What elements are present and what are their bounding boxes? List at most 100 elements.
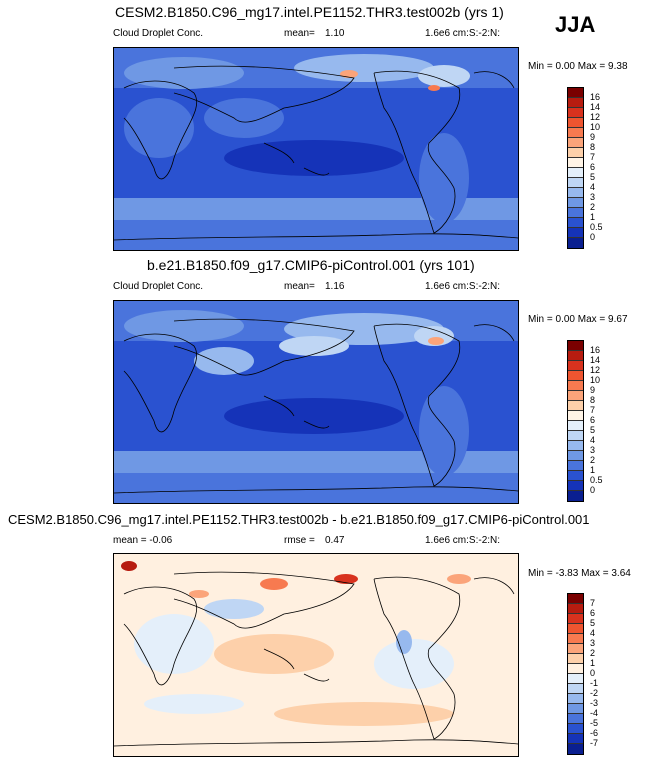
colorbar-swatch — [568, 351, 583, 361]
colorbar-swatch — [568, 431, 583, 441]
colorbar-tick: 10 — [590, 122, 601, 132]
panel-2-variable-label: Cloud Droplet Conc. — [113, 281, 204, 292]
colorbar-tick: 4 — [590, 628, 596, 638]
panel-3-map — [113, 553, 519, 757]
colorbar-swatch — [568, 341, 583, 351]
colorbar-swatch — [568, 108, 583, 118]
panel-1-variable-label: Cloud Droplet Conc. — [113, 28, 204, 39]
colorbar-tick: 9 — [590, 132, 596, 142]
panel-3-mean-label: mean = -0.06 — [113, 535, 173, 546]
colorbar-tick: 2 — [590, 455, 596, 465]
colorbar-tick: -1 — [590, 678, 599, 688]
colorbar-tick: 9 — [590, 385, 596, 395]
panel-1-map — [113, 47, 519, 251]
colorbar-swatch — [568, 704, 583, 714]
colorbar-swatch — [568, 228, 583, 238]
colorbar-swatch — [568, 694, 583, 704]
colorbar-tick: 7 — [590, 405, 596, 415]
colorbar-swatch — [568, 158, 583, 168]
panel-3-minmax: Min = -3.83 Max = 3.64 — [528, 568, 631, 579]
colorbar-tick: 0 — [590, 232, 596, 242]
colorbar-tick: 10 — [590, 375, 601, 385]
colorbar-swatch — [568, 381, 583, 391]
colorbar-tick: 1 — [590, 658, 596, 668]
colorbar-tick: -2 — [590, 688, 599, 698]
colorbar-tick: 12 — [590, 365, 601, 375]
colorbar-swatch — [568, 138, 583, 148]
panel-1-colorbar — [567, 87, 584, 249]
colorbar-tick: 3 — [590, 638, 596, 648]
colorbar-tick: 12 — [590, 112, 601, 122]
panel-2-colorbar — [567, 340, 584, 502]
colorbar-tick: 0.5 — [590, 475, 603, 485]
colorbar-tick: 5 — [590, 172, 596, 182]
panel-3-units: 1.6e6 cm:S:-2:N: — [425, 535, 501, 546]
colorbar-swatch — [568, 238, 583, 248]
colorbar-swatch — [568, 644, 583, 654]
colorbar-swatch — [568, 168, 583, 178]
colorbar-tick: 5 — [590, 425, 596, 435]
colorbar-tick: 2 — [590, 202, 596, 212]
colorbar-tick: 16 — [590, 92, 601, 102]
colorbar-tick: 16 — [590, 345, 601, 355]
colorbar-swatch — [568, 714, 583, 724]
panel-2-mean-label: mean= — [284, 281, 315, 292]
panel-1-mean-value: 1.10 — [325, 28, 345, 39]
colorbar-swatch — [568, 734, 583, 744]
colorbar-tick: 4 — [590, 182, 596, 192]
colorbar-tick: 1 — [590, 212, 596, 222]
colorbar-swatch — [568, 744, 583, 754]
colorbar-swatch — [568, 471, 583, 481]
colorbar-tick: 0.5 — [590, 222, 603, 232]
panel-1-units: 1.6e6 cm:S:-2:N: — [425, 28, 501, 39]
colorbar-swatch — [568, 128, 583, 138]
colorbar-swatch — [568, 371, 583, 381]
panel-3-rmse-label: rmse = — [284, 535, 315, 546]
colorbar-swatch — [568, 491, 583, 501]
colorbar-tick: 0 — [590, 668, 596, 678]
panel-3-colorbar — [567, 593, 584, 755]
colorbar-swatch — [568, 98, 583, 108]
panel-2-minmax: Min = 0.00 Max = 9.67 — [528, 314, 628, 325]
colorbar-swatch — [568, 188, 583, 198]
colorbar-tick: 4 — [590, 435, 596, 445]
colorbar-swatch — [568, 724, 583, 734]
colorbar-tick: 3 — [590, 192, 596, 202]
colorbar-swatch — [568, 411, 583, 421]
colorbar-tick: 8 — [590, 142, 596, 152]
colorbar-tick: -3 — [590, 698, 599, 708]
colorbar-swatch — [568, 88, 583, 98]
colorbar-swatch — [568, 604, 583, 614]
colorbar-swatch — [568, 148, 583, 158]
colorbar-tick: 2 — [590, 648, 596, 658]
colorbar-swatch — [568, 614, 583, 624]
colorbar-tick: 1 — [590, 465, 596, 475]
colorbar-tick: 6 — [590, 608, 596, 618]
colorbar-tick: 14 — [590, 102, 601, 112]
colorbar-swatch — [568, 451, 583, 461]
colorbar-tick: 14 — [590, 355, 601, 365]
colorbar-swatch — [568, 361, 583, 371]
panel-3-rmse-value: 0.47 — [325, 535, 345, 546]
colorbar-swatch — [568, 441, 583, 451]
colorbar-tick: -4 — [590, 708, 599, 718]
colorbar-swatch — [568, 421, 583, 431]
colorbar-tick: 8 — [590, 395, 596, 405]
panel-1-title: CESM2.B1850.C96_mg17.intel.PE1152.THR3.t… — [115, 4, 504, 20]
colorbar-swatch — [568, 481, 583, 491]
colorbar-tick: 7 — [590, 152, 596, 162]
colorbar-swatch — [568, 178, 583, 188]
colorbar-swatch — [568, 594, 583, 604]
colorbar-tick: 7 — [590, 598, 596, 608]
panel-1-mean-label: mean= — [284, 28, 315, 39]
colorbar-swatch — [568, 401, 583, 411]
panel-3-title: CESM2.B1850.C96_mg17.intel.PE1152.THR3.t… — [8, 512, 590, 527]
colorbar-swatch — [568, 208, 583, 218]
colorbar-tick: 0 — [590, 485, 596, 495]
colorbar-swatch — [568, 624, 583, 634]
colorbar-swatch — [568, 118, 583, 128]
colorbar-swatch — [568, 634, 583, 644]
colorbar-swatch — [568, 461, 583, 471]
colorbar-tick: 6 — [590, 162, 596, 172]
colorbar-swatch — [568, 391, 583, 401]
